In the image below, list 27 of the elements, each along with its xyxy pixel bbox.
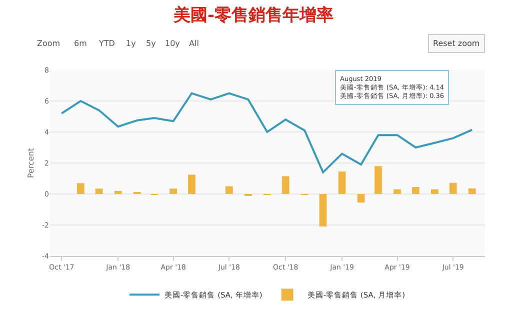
text: All (189, 39, 199, 48)
bar (394, 189, 401, 194)
bar (338, 172, 346, 194)
bar (282, 176, 290, 194)
bar (449, 182, 457, 194)
bar (170, 188, 177, 194)
text: YTD (98, 39, 115, 48)
text: Zoom (37, 39, 60, 48)
y-axis-title: Percent (26, 148, 36, 178)
bar (114, 190, 122, 194)
bar (319, 194, 327, 227)
bar (188, 174, 196, 194)
text: 1y (126, 39, 136, 48)
bar (95, 188, 103, 194)
text: 6m (74, 39, 88, 48)
chart-title: 美國-零售銷售年增率 (172, 5, 334, 26)
bar (357, 194, 365, 203)
bar (431, 189, 438, 194)
bar (412, 187, 420, 194)
bar (225, 186, 233, 194)
bar (468, 188, 476, 194)
bar (374, 166, 382, 194)
text: 5y (146, 39, 156, 48)
text: 10y (165, 39, 180, 48)
line-series (60, 92, 474, 174)
text: Reset zoom (433, 39, 480, 48)
bar (77, 183, 84, 194)
